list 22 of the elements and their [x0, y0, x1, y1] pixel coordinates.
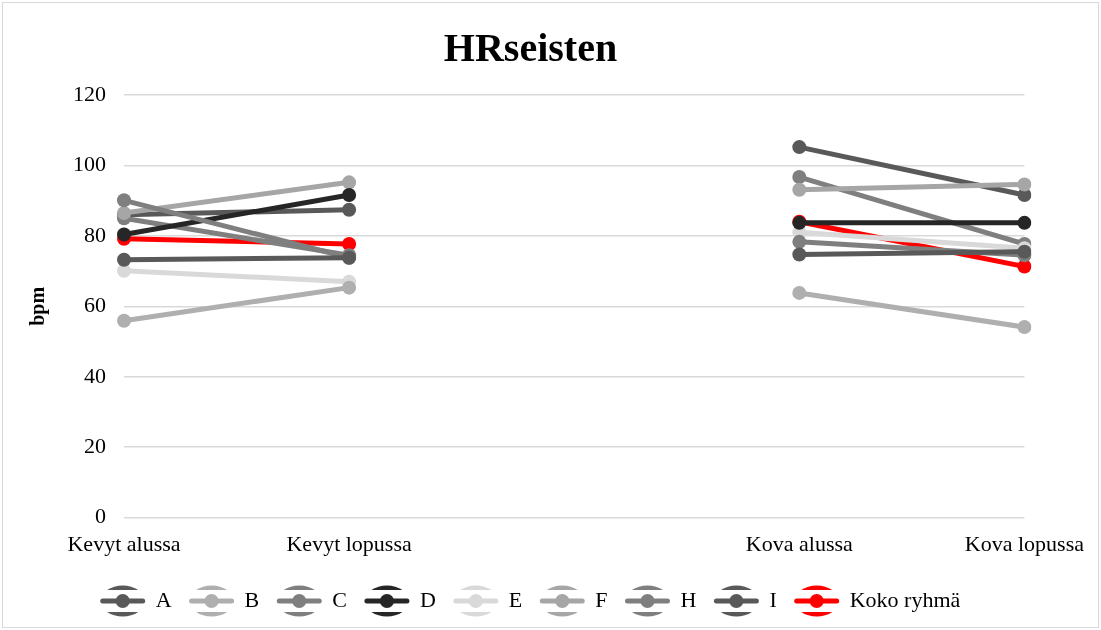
legend-label: B: [244, 586, 260, 612]
legend-label: I: [769, 586, 777, 612]
y-tick-label: 20: [84, 432, 106, 458]
x-tick-label: Kevyt alussa: [67, 530, 181, 556]
y-tick-label: 100: [73, 151, 106, 177]
y-axis-title: bpm: [26, 286, 50, 326]
x-tick-label: Kova lopussa: [964, 530, 1085, 556]
legend-label: E: [508, 586, 523, 612]
legend-label: H: [680, 586, 697, 612]
y-tick-label: 80: [84, 221, 106, 247]
legend-label: F: [595, 586, 608, 612]
x-tick-label: Kevyt lopussa: [286, 530, 412, 556]
y-tick-label: 60: [84, 292, 106, 318]
legend-label: A: [155, 586, 172, 612]
legend-label: C: [332, 586, 347, 612]
x-tick-label: Kova alussa: [745, 530, 854, 556]
y-tick-label: 120: [73, 80, 106, 106]
y-tick-label: 0: [95, 503, 106, 529]
legend-label: D: [419, 586, 436, 612]
legend-label: Koko ryhmä: [849, 586, 961, 612]
chart-title: HRseisten: [443, 25, 618, 71]
y-tick-label: 40: [84, 362, 106, 388]
